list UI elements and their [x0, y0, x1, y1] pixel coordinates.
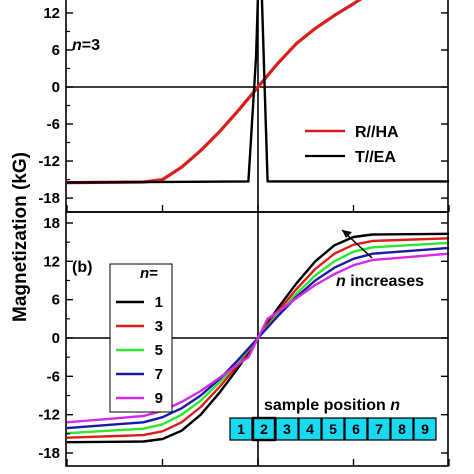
- top-panel: n=3 R//HA T//EA -18 -12 -6 0 6 12: [38, 0, 449, 213]
- series-line-bottom-9: [66, 252, 450, 424]
- legend-label-n7: 7: [155, 366, 163, 383]
- top-n-label: n=3: [72, 37, 100, 54]
- increase-text: increases: [346, 273, 424, 290]
- y-tick-label-top: -18: [38, 190, 60, 207]
- legend-label-n9: 9: [155, 390, 163, 407]
- y-tick-label-bottom: 18: [43, 215, 60, 232]
- sample-box-label-4: 4: [306, 421, 314, 437]
- bottom-plot-frame: [65, 211, 449, 467]
- top-series-group: [66, 0, 449, 185]
- top-n-symbol: n: [72, 37, 82, 54]
- sample-box-label-1: 1: [237, 421, 245, 437]
- y-tick-label-bottom: -18: [38, 445, 60, 462]
- y-tick-label-bottom: -6: [47, 368, 60, 385]
- bottom-legend-title: n=: [140, 265, 158, 282]
- sample-box-8: [390, 417, 414, 441]
- y-tick-label-top: -12: [38, 153, 60, 170]
- sample-position-text: sample position: [264, 397, 390, 414]
- increase-annotation: n increases: [336, 273, 424, 290]
- legend-label-t-ea: T//EA: [355, 149, 396, 166]
- sample-box-2: [251, 416, 277, 442]
- sample-box-label-9: 9: [421, 421, 429, 437]
- legend-label-n1: 1: [155, 294, 163, 311]
- y-tick-label-top: 12: [43, 5, 60, 22]
- y-tick-label-bottom: 6: [52, 292, 60, 309]
- panel-b-label: (b): [72, 259, 92, 276]
- sample-position-label: sample position n: [264, 397, 400, 414]
- bottom-legend-items: 1 3 5 7 9: [116, 294, 163, 407]
- bottom-series-group: [66, 232, 450, 444]
- sample-box-3: [275, 417, 299, 441]
- legend-label-n3: 3: [155, 318, 163, 335]
- top-y-ticks: -18 -12 -6 0 6 12: [38, 5, 448, 207]
- sample-box-4: [298, 417, 322, 441]
- y-tick-label-top: 0: [52, 79, 60, 96]
- sample-box-label-7: 7: [375, 421, 383, 437]
- sample-box-label-8: 8: [398, 421, 406, 437]
- legend-title-eq: =: [149, 265, 158, 282]
- top-n-value: =3: [82, 37, 100, 54]
- y-tick-label-top: 6: [52, 42, 60, 59]
- sample-box-5: [321, 417, 345, 441]
- sample-box-label-6: 6: [352, 421, 360, 437]
- x-axis-ticks: [66, 205, 450, 466]
- sample-box-label-5: 5: [329, 421, 337, 437]
- bottom-legend-box: [109, 263, 173, 413]
- y-tick-label-bottom: -12: [38, 407, 60, 424]
- sample-position-n: n: [390, 397, 400, 414]
- legend-label-r-ha: R//HA: [355, 124, 399, 141]
- sample-box-7: [367, 417, 391, 441]
- increase-arrow-head: [342, 230, 352, 238]
- y-axis-title: Magnetization (kG): [10, 152, 31, 322]
- legend-label-n5: 5: [155, 342, 163, 359]
- series-line-top-r-ha: [66, 0, 363, 185]
- sample-box-label-2: 2: [260, 421, 268, 437]
- y-tick-label-bottom: 12: [43, 253, 60, 270]
- legend-title-n: n: [140, 265, 149, 282]
- series-line-top-t-ea: [66, 0, 449, 184]
- y-tick-label-top: -6: [47, 116, 60, 133]
- sample-box-6: [344, 417, 368, 441]
- sample-box-9: [413, 417, 437, 441]
- increase-n: n: [336, 273, 346, 290]
- sample-box-label-3: 3: [283, 421, 291, 437]
- y-tick-label-bottom: 0: [52, 330, 60, 347]
